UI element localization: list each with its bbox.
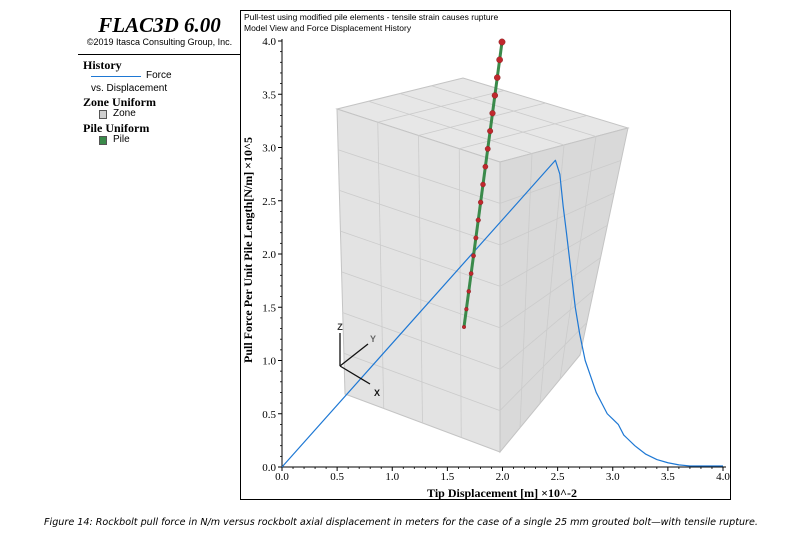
plot-header: Pull-test using modified pile elements -… [244,12,498,34]
box-grid-line [459,115,587,150]
triad-z-label: Z [337,322,343,332]
pile-node [482,163,489,170]
box-grid-line [499,289,594,370]
pile-node [462,325,467,330]
box-grid-line [499,322,588,411]
pile-node [471,253,476,259]
box-grid-line [559,136,597,380]
legend-divider [78,54,241,55]
zone-color-swatch [99,110,107,119]
legend-pile-heading: Pile Uniform [83,121,150,135]
pile-color-swatch [99,136,107,145]
x-axis-label: Tip Displacement [m] ×10^-2 [427,486,577,500]
app-title: FLAC3D 6.00 [98,13,221,37]
box-grid-line [499,224,608,287]
y-tick-label: 2.0 [262,249,276,261]
box-grid-line [343,352,501,411]
box-grid-line [499,257,601,329]
pile-node [491,92,499,99]
pile-layer [462,38,506,330]
x-tick-label: 2.0 [496,471,510,483]
y-tick-label: 1.5 [262,302,276,314]
plot-header-line-2: Model View and Force Displacement Histor… [244,23,412,33]
y-tick-label: 0.0 [262,462,276,474]
legend-pile-item: Pile [113,134,130,145]
pile-node [466,289,471,294]
axis-triad: Z Y X [337,322,380,398]
pile-node [464,307,469,312]
pile-node [478,199,484,205]
legend-history-heading: History [83,58,122,72]
pile-node [494,74,501,81]
y-tick-label: 4.0 [262,36,276,48]
plot-header-line-1: Pull-test using modified pile elements -… [244,12,499,22]
y-tick-label: 1.0 [262,356,276,368]
pile-node [496,56,503,64]
pile-node [489,110,496,117]
pile-node [473,235,479,241]
box-grid-line [339,190,501,246]
legend-panel: FLAC3D 6.00 ©2019 Itasca Consulting Grou… [78,10,241,500]
pile-node [487,128,494,135]
x-tick-label: 0.0 [275,471,289,483]
legend-zone-item: Zone [113,108,136,119]
force-displacement-line [281,159,723,468]
triad-y-axis [339,343,369,367]
model-view-3d [335,77,630,454]
x-tick-label: 2.5 [551,471,565,483]
box-grid-line [418,102,546,136]
x-tick-label: 3.5 [661,471,675,483]
series-layer [281,159,723,468]
pile-node [484,145,491,152]
pile-node [468,271,474,276]
triad-y-label: Y [370,334,376,344]
x-tick-label: 0.5 [330,471,344,483]
x-tick-label: 3.0 [606,471,620,483]
y-tick-label: 3.5 [262,89,276,101]
history-line-swatch [91,76,141,77]
box-grid-line [519,153,533,428]
box-grid-line [341,271,501,329]
legend-history-label-1: Force [146,70,172,81]
x-tick-label: 1.5 [441,471,455,483]
box-grid-line [340,230,501,287]
y-axis-label: Pull Force Per Unit Pile Length[N/m] ×10… [241,137,255,363]
legend-history-label-2: vs. Displacement [91,83,168,94]
pile-node [480,181,486,188]
box-grid-line [458,148,462,438]
y-tick-label: 2.5 [262,196,276,208]
x-tick-label: 1.0 [385,471,399,483]
box-grid-line [418,135,423,424]
figure-caption: Figure 14: Rockbolt pull force in N/m ve… [44,517,758,528]
chart-axes: 0.0 0.5 1.0 1.5 2.0 2.5 3.0 3.5 4.0 0.0 0.5 1.0 1.5 2… [262,36,730,483]
triad-x-axis [339,365,371,385]
box-grid-line [338,149,501,204]
y-tick-label: 0.5 [262,409,276,421]
triad-x-label: X [374,388,380,398]
box-grid-line [377,122,385,409]
box-grid-line [499,192,615,246]
box-side-face [499,127,629,454]
box-grid-line [342,312,501,370]
legend-zone-heading: Zone Uniform [83,95,156,109]
box-grid-line [539,144,565,404]
box-grid-line [377,90,505,123]
y-tick-label: 3.0 [262,143,276,155]
pile-node [475,217,481,223]
x-tick-label: 4.0 [716,471,730,483]
copyright-text: ©2019 Itasca Consulting Group, Inc. [86,37,233,47]
pile-node [498,38,506,46]
